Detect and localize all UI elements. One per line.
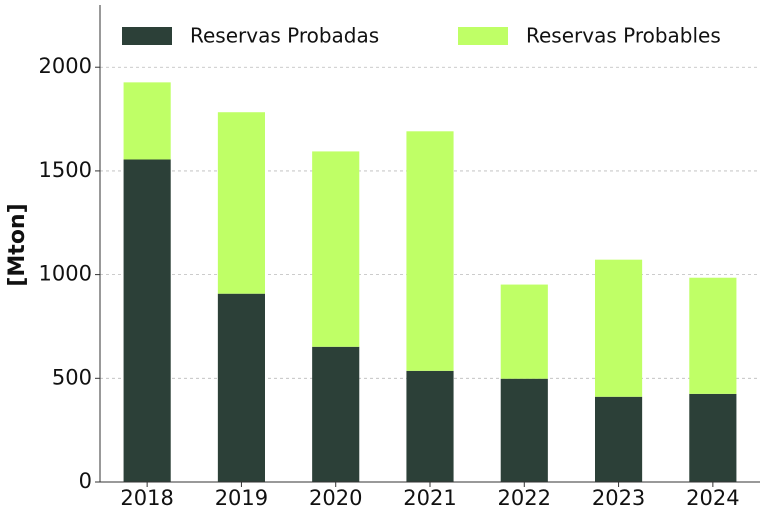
bar bbox=[123, 82, 171, 160]
bar bbox=[217, 293, 265, 482]
x-tick-label: 2024 bbox=[686, 486, 739, 510]
bar bbox=[312, 151, 360, 347]
x-tick-label: 2018 bbox=[120, 486, 173, 510]
bar bbox=[217, 112, 265, 294]
legend-swatch bbox=[122, 27, 172, 45]
x-tick-label: 2021 bbox=[403, 486, 456, 510]
bar bbox=[595, 259, 643, 397]
bar bbox=[595, 396, 643, 482]
bar bbox=[312, 346, 360, 482]
legend-swatch bbox=[458, 27, 508, 45]
y-tick-label: 500 bbox=[52, 365, 92, 389]
bar bbox=[406, 370, 454, 482]
bar bbox=[500, 378, 548, 482]
y-tick-label: 1500 bbox=[39, 158, 92, 182]
bar bbox=[689, 277, 737, 394]
bar bbox=[406, 131, 454, 371]
y-axis-label: [Mton] bbox=[5, 203, 30, 286]
y-tick-label: 2000 bbox=[39, 54, 92, 78]
x-tick-label: 2020 bbox=[309, 486, 362, 510]
legend-label: Reservas Probadas bbox=[190, 24, 379, 48]
bar bbox=[689, 393, 737, 482]
bar bbox=[500, 284, 548, 379]
x-tick-label: 2023 bbox=[592, 486, 645, 510]
y-tick-label: 1000 bbox=[39, 262, 92, 286]
x-tick-label: 2019 bbox=[215, 486, 268, 510]
bar bbox=[123, 159, 171, 482]
x-tick-label: 2022 bbox=[498, 486, 551, 510]
legend-label: Reservas Probables bbox=[526, 24, 721, 48]
y-tick-label: 0 bbox=[79, 469, 92, 493]
